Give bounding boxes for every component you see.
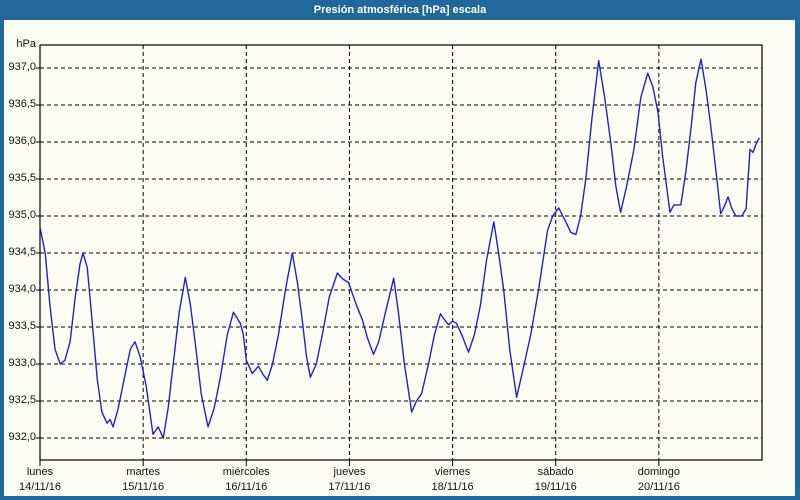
chart-background xyxy=(4,20,795,496)
chart-title: Presión atmosférica [hPa] escala xyxy=(313,4,487,16)
title-bar: Presión atmosférica [hPa] escala xyxy=(0,0,800,20)
